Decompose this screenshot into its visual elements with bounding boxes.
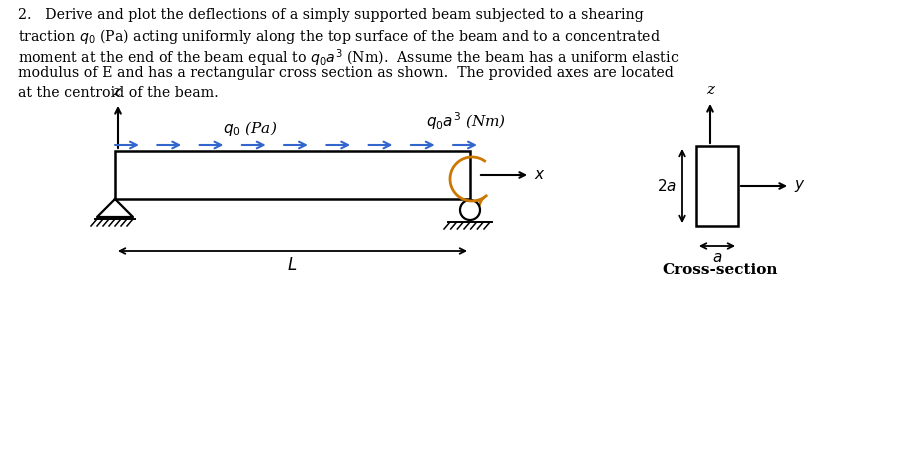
Text: traction $q_0$ (Pa) acting uniformly along the top surface of the beam and to a : traction $q_0$ (Pa) acting uniformly alo…	[18, 28, 661, 47]
Text: $y$: $y$	[794, 178, 805, 194]
Text: $q_0$ (Pa): $q_0$ (Pa)	[223, 118, 277, 137]
Text: modulus of E and has a rectangular cross section as shown.  The provided axes ar: modulus of E and has a rectangular cross…	[18, 66, 673, 81]
Bar	[696, 146, 738, 226]
Text: z: z	[112, 85, 120, 99]
Bar	[115, 151, 470, 199]
Text: $a$: $a$	[712, 251, 722, 265]
Text: $q_0a^3$ (Nm): $q_0a^3$ (Nm)	[426, 110, 506, 132]
Text: at the centroid of the beam.: at the centroid of the beam.	[18, 86, 219, 100]
Text: z: z	[706, 83, 714, 97]
Text: $x$: $x$	[534, 168, 545, 182]
Text: $L$: $L$	[287, 257, 297, 274]
Text: $2a$: $2a$	[657, 178, 677, 194]
Text: moment at the end of the beam equal to $q_0a^3$ (Nm).  Assume the beam has a uni: moment at the end of the beam equal to $…	[18, 47, 679, 69]
Circle shape	[460, 200, 480, 220]
Text: Cross-section: Cross-section	[662, 263, 778, 277]
Text: 2.   Derive and plot the deflections of a simply supported beam subjected to a s: 2. Derive and plot the deflections of a …	[18, 8, 644, 22]
